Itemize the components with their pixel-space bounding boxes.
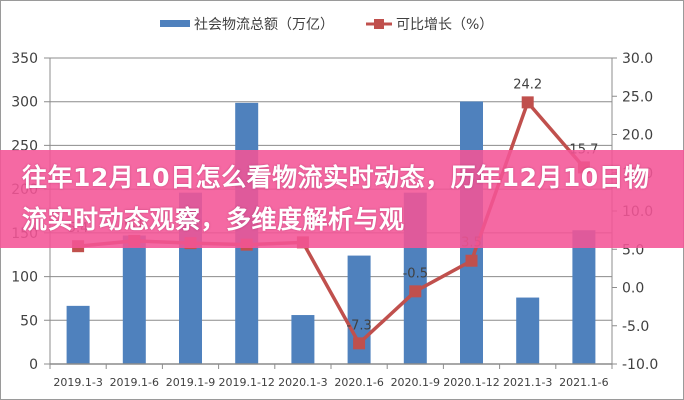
data-label: 24.2 — [513, 77, 542, 92]
y2-tick-label: -10.0 — [622, 357, 658, 373]
legend-marker-icon — [374, 19, 384, 29]
x-tick-label: 2020.1-3 — [278, 376, 327, 389]
y2-tick-label: 25.0 — [622, 89, 653, 105]
legend-label-total: 社会物流总额（万亿） — [194, 17, 334, 33]
legend-bar-swatch-icon — [160, 20, 190, 27]
title-overlay-banner — [0, 150, 684, 248]
line-marker-icon — [465, 254, 478, 267]
bar — [122, 235, 146, 364]
legend-label-growth: 可比增长（%） — [396, 17, 493, 33]
x-tick-label: 2021.1-6 — [559, 376, 608, 389]
x-tick-label: 2019.1-12 — [218, 376, 274, 389]
data-label: -0.5 — [403, 266, 428, 281]
y2-tick-label: 30.0 — [622, 51, 653, 67]
data-label: -7.3 — [346, 318, 371, 333]
bar — [572, 230, 596, 364]
y-tick-label: 0 — [29, 357, 38, 373]
x-tick-label: 2020.1-12 — [443, 376, 499, 389]
y2-tick-label: 0.0 — [622, 281, 644, 297]
y2-tick-label: -5.0 — [622, 319, 649, 335]
x-tick-label: 2019.1-9 — [166, 376, 215, 389]
x-tick-label: 2019.1-3 — [53, 376, 102, 389]
y-tick-label: 300 — [11, 95, 38, 111]
y-tick-label: 350 — [11, 51, 38, 67]
chart-legend: 社会物流总额（万亿） 可比增长（%） — [160, 17, 493, 33]
bar — [291, 315, 315, 364]
line-marker-icon — [353, 337, 366, 350]
overlay-title: 往年12月10日怎么看物流实时动态，历年12月10日物流实时动态观察，多维度解析… — [22, 163, 650, 234]
bar — [66, 305, 90, 364]
x-tick-label: 2019.1-6 — [110, 376, 159, 389]
x-tick-label: 2020.1-6 — [334, 376, 383, 389]
y-tick-label: 100 — [11, 270, 38, 286]
line-marker-icon — [409, 285, 422, 298]
x-tick-label: 2021.1-3 — [503, 376, 552, 389]
line-marker-icon — [521, 96, 534, 109]
x-tick-label: 2020.1-9 — [391, 376, 440, 389]
x-axis: 2019.1-3 2019.1-6 2019.1-9 2019.1-12 2020.1-… — [49, 363, 613, 389]
bar — [516, 297, 540, 364]
y2-tick-label: 20.0 — [622, 128, 653, 144]
y-tick-label: 50 — [20, 313, 38, 329]
